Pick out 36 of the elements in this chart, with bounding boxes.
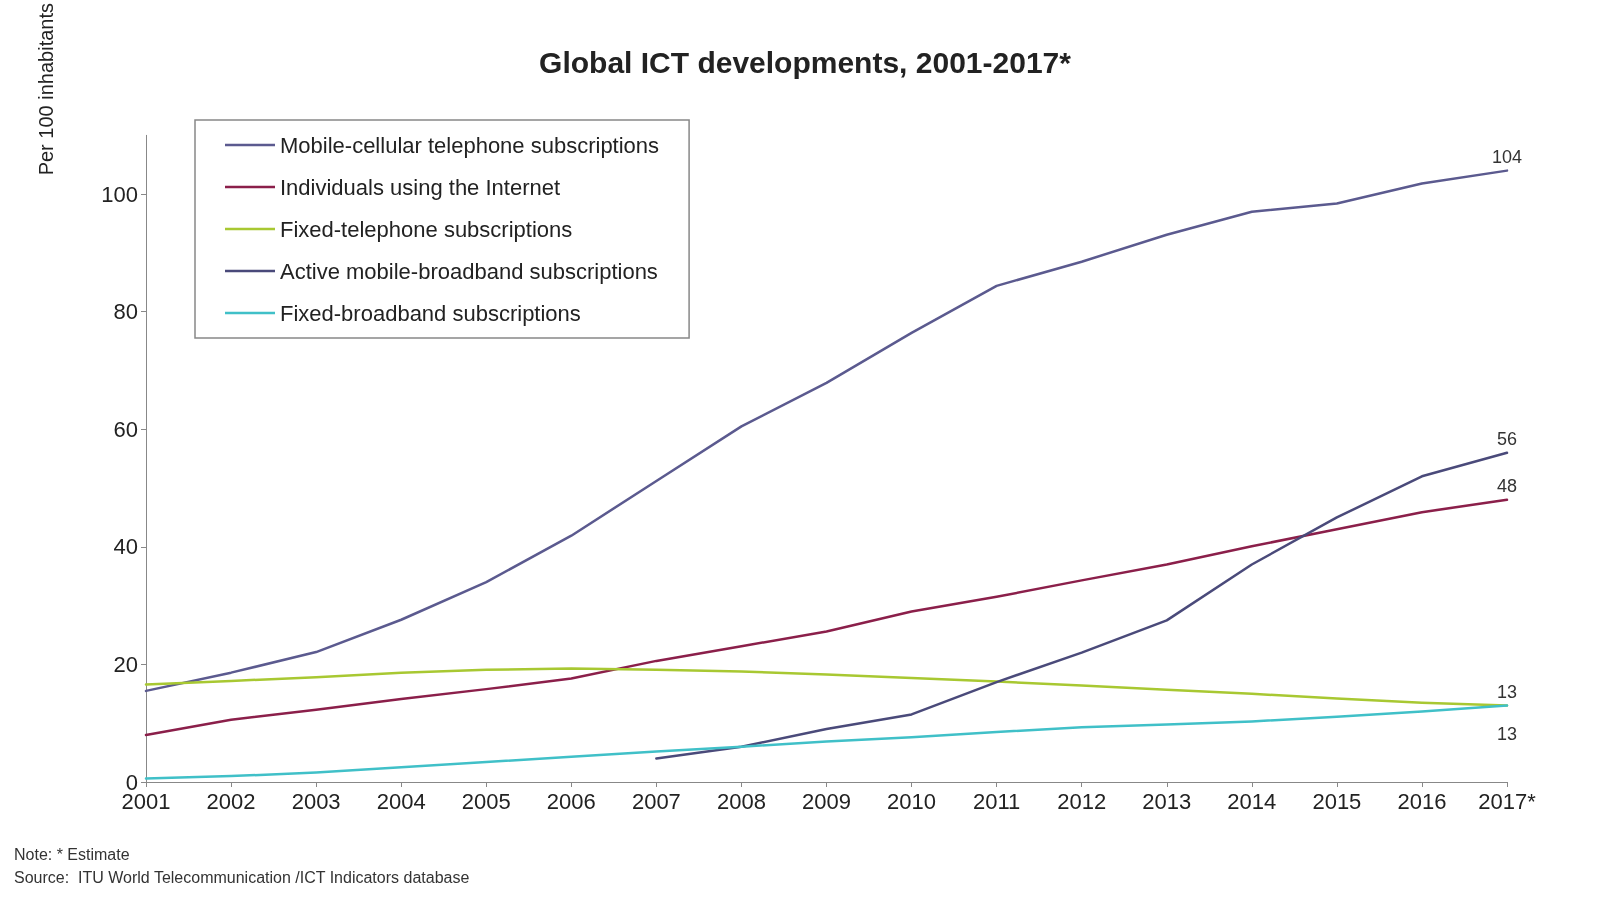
x-tick-label: 2004 xyxy=(376,788,426,814)
chart-title: Global ICT developments, 2001-2017* xyxy=(539,45,1072,79)
legend-label: Active mobile-broadband subscriptions xyxy=(280,258,658,284)
source-note: Source: ITU World Telecommunication /ICT Indicators database xyxy=(14,868,470,886)
data-label: 56 xyxy=(1496,428,1518,449)
data-label: 13 xyxy=(1496,681,1518,702)
x-tick-label: 2008 xyxy=(716,788,766,814)
x-tick-label: 2017* xyxy=(1478,788,1537,814)
y-axis-title: Per 100 inhabitants xyxy=(35,3,57,176)
x-tick-label: 2011 xyxy=(972,788,1021,814)
x-tick-label: 2014 xyxy=(1227,788,1277,814)
data-label: 13 xyxy=(1496,723,1518,744)
y-tick-label: 100 xyxy=(101,181,138,207)
x-tick-label: 2016 xyxy=(1397,788,1447,814)
y-tick-label: 80 xyxy=(113,299,138,325)
text: Note: * Estimate xyxy=(14,845,130,863)
y-tick-label: 60 xyxy=(113,416,138,442)
x-tick-label: 2003 xyxy=(291,788,341,814)
data-label: 104 xyxy=(1491,146,1523,167)
y-tick-label: 40 xyxy=(113,534,138,560)
x-tick-label: 2012 xyxy=(1057,788,1107,814)
x-tick-label: 2013 xyxy=(1142,788,1192,814)
x-tick-label: 2002 xyxy=(206,788,256,814)
x-tick-label: 2010 xyxy=(887,788,937,814)
x-tick-label: 2005 xyxy=(461,788,511,814)
data-label: 48 xyxy=(1496,475,1518,496)
y-tick-label: 0 xyxy=(125,769,138,795)
x-tick-label: 2006 xyxy=(546,788,596,814)
legend-label: Mobile-cellular telephone subscriptions xyxy=(280,132,660,158)
y-tick-label: 20 xyxy=(113,651,138,677)
x-tick-label: 2015 xyxy=(1312,788,1362,814)
x-tick-label: 2007 xyxy=(631,788,681,814)
legend-label: Fixed-telephone subscriptions xyxy=(280,216,573,242)
legend-label: Fixed-broadband subscriptions xyxy=(280,300,581,326)
x-tick-label: 2009 xyxy=(802,788,851,814)
legend-label: Individuals using the Internet xyxy=(280,174,561,200)
